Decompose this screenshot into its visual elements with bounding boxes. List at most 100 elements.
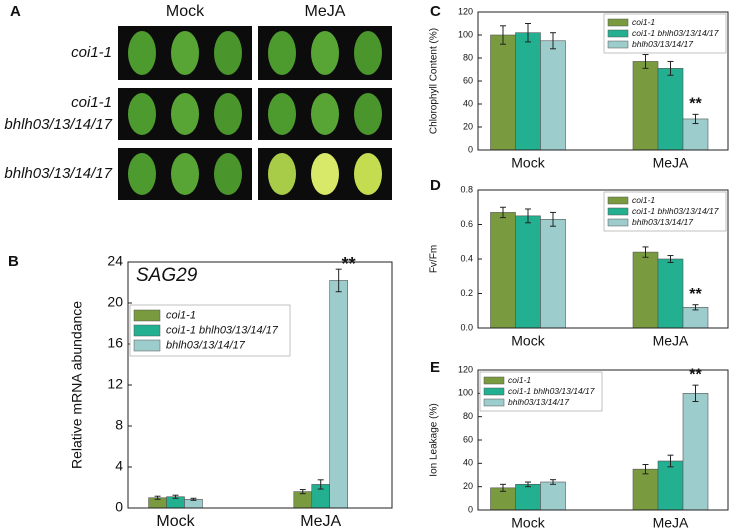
error-bar [500, 483, 506, 492]
leaf [311, 93, 339, 135]
error-bar [692, 384, 699, 402]
y-tick-label: 120 [458, 364, 473, 374]
y-tick-label: 20 [463, 121, 473, 131]
bar [682, 306, 709, 329]
leaf [268, 93, 296, 135]
error-bar [154, 495, 161, 500]
legend-swatch [483, 398, 505, 407]
leaf [354, 153, 382, 195]
error-bar [500, 25, 506, 45]
chart-title: SAG29 [136, 265, 198, 286]
y-tick-label: 0.4 [460, 253, 473, 263]
y-tick-label: 8 [115, 417, 123, 433]
error-bar [317, 479, 324, 490]
y-axis-label: Ion Leakage (%) [429, 403, 440, 476]
y-tick-label: 24 [107, 253, 123, 269]
y-tick-label: 20 [463, 481, 473, 491]
y-tick-label: 40 [463, 98, 473, 108]
leaf [171, 153, 199, 195]
error-bar [172, 494, 179, 499]
leaf [214, 31, 242, 75]
y-tick-label: 60 [463, 75, 473, 85]
legend-label: coi1-1 bhlh03/13/14/17 [166, 324, 279, 336]
row-label: bhlh03/13/14/17 [4, 165, 112, 182]
bar [632, 468, 659, 511]
y-tick-label: 80 [463, 411, 473, 421]
bar [329, 280, 348, 509]
legend-swatch [607, 40, 629, 49]
panel-label: D [430, 177, 441, 194]
y-tick-label: 100 [458, 29, 473, 39]
plot-frame [477, 189, 729, 329]
bar [490, 212, 516, 329]
leaf [171, 93, 199, 135]
leaf [171, 31, 199, 75]
plot-frame [477, 11, 729, 151]
error-bar [642, 464, 649, 475]
y-tick-label: 120 [458, 6, 473, 16]
bar [515, 32, 541, 151]
error-bar [642, 246, 649, 258]
y-tick-label: 12 [107, 376, 123, 392]
legend-label: coi1-1 [632, 195, 655, 205]
column-label: Mock [166, 3, 205, 20]
y-tick-label: 0 [115, 499, 123, 515]
y-tick-label: 0 [468, 504, 473, 514]
panel-label: A [10, 3, 21, 20]
legend-label: coi1-1 bhlh03/13/14/17 [508, 386, 595, 396]
error-bar [692, 113, 699, 125]
legend-label: coi1-1 bhlh03/13/14/17 [632, 28, 719, 38]
bar [540, 219, 566, 329]
y-axis-label: Relative mRNA abundance [69, 301, 85, 469]
bar [490, 34, 516, 151]
bar [657, 258, 684, 329]
bar [632, 61, 659, 151]
x-tick-label: Mock [511, 155, 545, 171]
y-tick-label: 40 [463, 458, 473, 468]
bar [682, 393, 709, 511]
legend-swatch [607, 29, 629, 38]
column-label: MeJA [305, 3, 346, 20]
legend-label: bhlh03/13/14/17 [632, 217, 693, 227]
y-tick-label: 0.6 [460, 219, 473, 229]
legend-swatch [607, 218, 629, 227]
leaf [214, 153, 242, 195]
legend-swatch [607, 207, 629, 216]
legend-swatch [133, 339, 161, 352]
leaf [214, 93, 242, 135]
bar [657, 68, 684, 151]
x-tick-label: Mock [156, 513, 195, 530]
legend-label: coi1-1 [632, 17, 655, 27]
legend-swatch [607, 18, 629, 27]
error-bar [667, 60, 674, 76]
x-tick-label: Mock [511, 333, 545, 349]
row-label: coi1-1 [71, 44, 112, 61]
panel-label: C [430, 3, 441, 20]
annotation: ** [342, 254, 356, 274]
bar [540, 481, 566, 511]
error-bar [190, 497, 197, 501]
error-bar [550, 479, 556, 485]
leaf [311, 31, 339, 75]
leaf [128, 153, 156, 195]
bar [515, 215, 541, 329]
x-tick-label: MeJA [653, 155, 689, 171]
panel-label: E [430, 359, 440, 376]
plot-frame [477, 369, 729, 511]
bar [515, 484, 541, 511]
y-tick-label: 16 [107, 335, 123, 351]
error-bar [335, 268, 342, 293]
error-bar [525, 208, 531, 224]
annotation: ** [689, 286, 702, 303]
y-tick-label: 80 [463, 52, 473, 62]
legend-label: bhlh03/13/14/17 [508, 397, 569, 407]
legend-label: bhlh03/13/14/17 [632, 39, 693, 49]
bar [540, 40, 566, 151]
y-tick-label: 0.0 [460, 322, 473, 332]
row-label: coi1-1 [71, 94, 112, 111]
bar [632, 251, 659, 329]
error-bar [692, 304, 699, 311]
error-bar [642, 54, 649, 69]
legend-label: coi1-1 bhlh03/13/14/17 [632, 206, 719, 216]
